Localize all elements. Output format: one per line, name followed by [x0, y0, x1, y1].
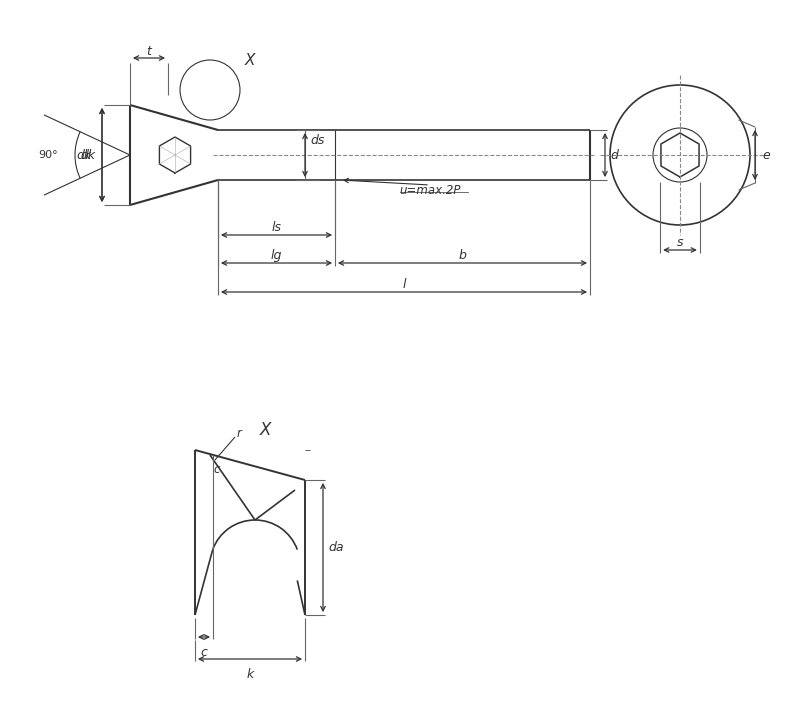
Text: u=max.2P: u=max.2P	[399, 183, 461, 196]
Text: X: X	[259, 421, 270, 439]
Text: dk: dk	[80, 149, 95, 161]
Text: c: c	[213, 463, 219, 476]
Text: da: da	[328, 541, 343, 554]
Text: l: l	[402, 278, 406, 291]
Text: lg: lg	[271, 248, 282, 261]
Text: t: t	[146, 44, 151, 58]
Text: 90°: 90°	[38, 150, 58, 160]
Text: X: X	[245, 53, 255, 68]
Text: ls: ls	[271, 221, 282, 233]
Text: dk: dk	[77, 149, 91, 161]
Text: b: b	[458, 248, 466, 261]
Text: c: c	[201, 646, 207, 659]
Text: ds: ds	[310, 134, 324, 146]
Text: d: d	[610, 149, 618, 161]
Text: k: k	[246, 668, 254, 681]
Text: s: s	[677, 236, 683, 248]
Text: e: e	[762, 149, 770, 161]
Text: r: r	[237, 426, 242, 440]
